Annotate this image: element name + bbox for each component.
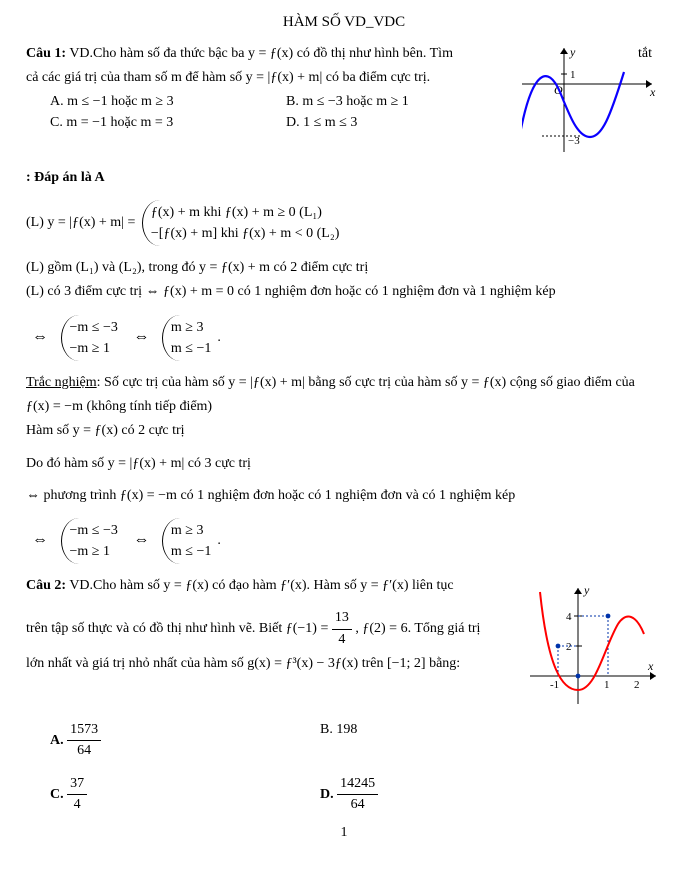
- q1-optA: A. m ≤ −1 hoặc m ≥ 3: [26, 92, 286, 112]
- q2-frac13-4: 13 4: [332, 608, 352, 650]
- q2-xm1: -1: [550, 679, 559, 691]
- c2b: m ≤ −1: [171, 338, 211, 359]
- q2-x1: 1: [604, 679, 610, 691]
- q1-curve: [522, 72, 624, 137]
- axis-x-label: x: [649, 85, 656, 99]
- q2-label: Câu 2:: [26, 578, 66, 593]
- cases-2: m ≥ 3 m ≤ −1: [162, 315, 217, 361]
- fA-den: 64: [67, 741, 101, 761]
- q1-L-c2: −[ƒ(x) + m] khi ƒ(x) + m < 0 (L₂): [151, 223, 339, 244]
- page-number: 1: [26, 823, 662, 843]
- c1b: −m ≥ 1: [70, 338, 118, 359]
- q1-cases-block2: ⇔ −m ≤ −3 −m ≥ 1 ⇔ m ≥ 3 m ≤ −1 .: [26, 518, 662, 564]
- q1-line8: Do đó hàm số y = |ƒ(x) + m| có 3 cực trị: [26, 454, 662, 474]
- q1-L-left: (L) y = |ƒ(x) + m| =: [26, 215, 139, 230]
- q1-optC: C. m = −1 hoặc m = 3: [26, 113, 286, 133]
- c1a: −m ≤ −3: [70, 317, 118, 338]
- y-tick-1: 1: [570, 69, 576, 81]
- c4b: m ≤ −1: [171, 541, 211, 562]
- tn-label: Trắc nghiệm: [26, 375, 97, 390]
- q1-line6: ƒ(x) = −m (không tính tiếp điểm): [26, 397, 662, 417]
- fA: 1573 64: [67, 720, 101, 762]
- q1-optB: B. m ≤ −3 hoặc m ≥ 1: [286, 92, 522, 112]
- tn-text: : Số cực trị của hàm số y = |ƒ(x) + m| b…: [97, 375, 635, 390]
- q1-line3: (L) gồm (L₁) và (L₂), trong đó y = ƒ(x) …: [26, 258, 662, 278]
- q1-stem-a: VD.Cho hàm số đa thức bậc ba y = ƒ(x) có…: [69, 46, 453, 61]
- fC: 37 4: [67, 774, 87, 816]
- q2-optA: A. 1573 64: [26, 720, 320, 762]
- q2-stem-a: VD.Cho hàm số y = ƒ(x) có đạo hàm ƒ′(x).…: [69, 578, 453, 593]
- q2-y2: 2: [566, 641, 572, 653]
- q1-tn: Trắc nghiệm: Số cực trị của hàm số y = |…: [26, 373, 662, 393]
- q1-L-c1: ƒ(x) + m khi ƒ(x) + m ≥ 0 (L₁): [151, 202, 339, 223]
- q2-x-label: x: [647, 659, 654, 673]
- q1-line4: (L) có 3 điểm cực trị ⇔ ƒ(x) + m = 0 có …: [26, 282, 662, 302]
- c3a: −m ≤ −3: [70, 520, 118, 541]
- q1-stem-line1: Câu 1: VD.Cho hàm số đa thức bậc ba y = …: [26, 44, 662, 64]
- cases-3: −m ≤ −3 −m ≥ 1: [61, 518, 124, 564]
- q1-L-cases: ƒ(x) + m khi ƒ(x) + m ≥ 0 (L₁) −[ƒ(x) + …: [142, 200, 345, 246]
- q2-curve: [540, 592, 644, 690]
- q1-cases-block1: ⇔ −m ≤ −3 −m ≥ 1 ⇔ m ≥ 3 m ≤ −1 .: [26, 315, 662, 361]
- q2-optB: B. 198: [320, 720, 590, 762]
- c3b: −m ≥ 1: [70, 541, 118, 562]
- q1-optD: D. 1 ≤ m ≤ 3: [286, 113, 522, 133]
- y-tick-m3: −3: [568, 135, 580, 147]
- fC-num: 37: [67, 774, 87, 795]
- cases-4: m ≥ 3 m ≤ −1: [162, 518, 217, 564]
- q1-right-word: tắt: [638, 44, 652, 64]
- page-title: HÀM SỐ VD_VDC: [26, 12, 662, 34]
- fD: 14245 64: [337, 774, 378, 816]
- q1-L-eq: (L) y = |ƒ(x) + m| = ƒ(x) + m khi ƒ(x) +…: [26, 200, 662, 246]
- f-den: 4: [332, 630, 352, 650]
- cases-1: −m ≤ −3 −m ≥ 1: [61, 315, 124, 361]
- q2-y4: 4: [566, 611, 572, 623]
- q1-label: Câu 1:: [26, 46, 66, 61]
- q2-dot-top: [606, 614, 611, 619]
- q1-answer: : Đáp án là A: [26, 168, 662, 188]
- q2-dot-left: [556, 644, 561, 649]
- q2-stem-b1: trên tập số thực và có đồ thị như hình v…: [26, 621, 332, 636]
- q2-optC: C. 37 4: [26, 774, 320, 816]
- fC-den: 4: [67, 795, 87, 815]
- q1-line9: ⇔ phương trình ƒ(x) = −m có 1 nghiệm đơn…: [26, 486, 662, 506]
- q2-x2: 2: [634, 679, 640, 691]
- q2-optD: D. 14245 64: [320, 774, 590, 816]
- q2-y-label: y: [583, 583, 590, 597]
- fD-den: 64: [337, 795, 378, 815]
- fA-num: 1573: [67, 720, 101, 741]
- q2-dot-origin: [576, 674, 581, 679]
- c2a: m ≥ 3: [171, 317, 211, 338]
- fD-num: 14245: [337, 774, 378, 795]
- q2-stem-b2: , ƒ(2) = 6. Tổng giá trị: [355, 621, 480, 636]
- f-num: 13: [332, 608, 352, 629]
- c4a: m ≥ 3: [171, 520, 211, 541]
- q1-line7: Hàm số y = ƒ(x) có 2 cực trị: [26, 421, 662, 441]
- q2-graph: x y 4 2 -1 1 2: [530, 582, 662, 708]
